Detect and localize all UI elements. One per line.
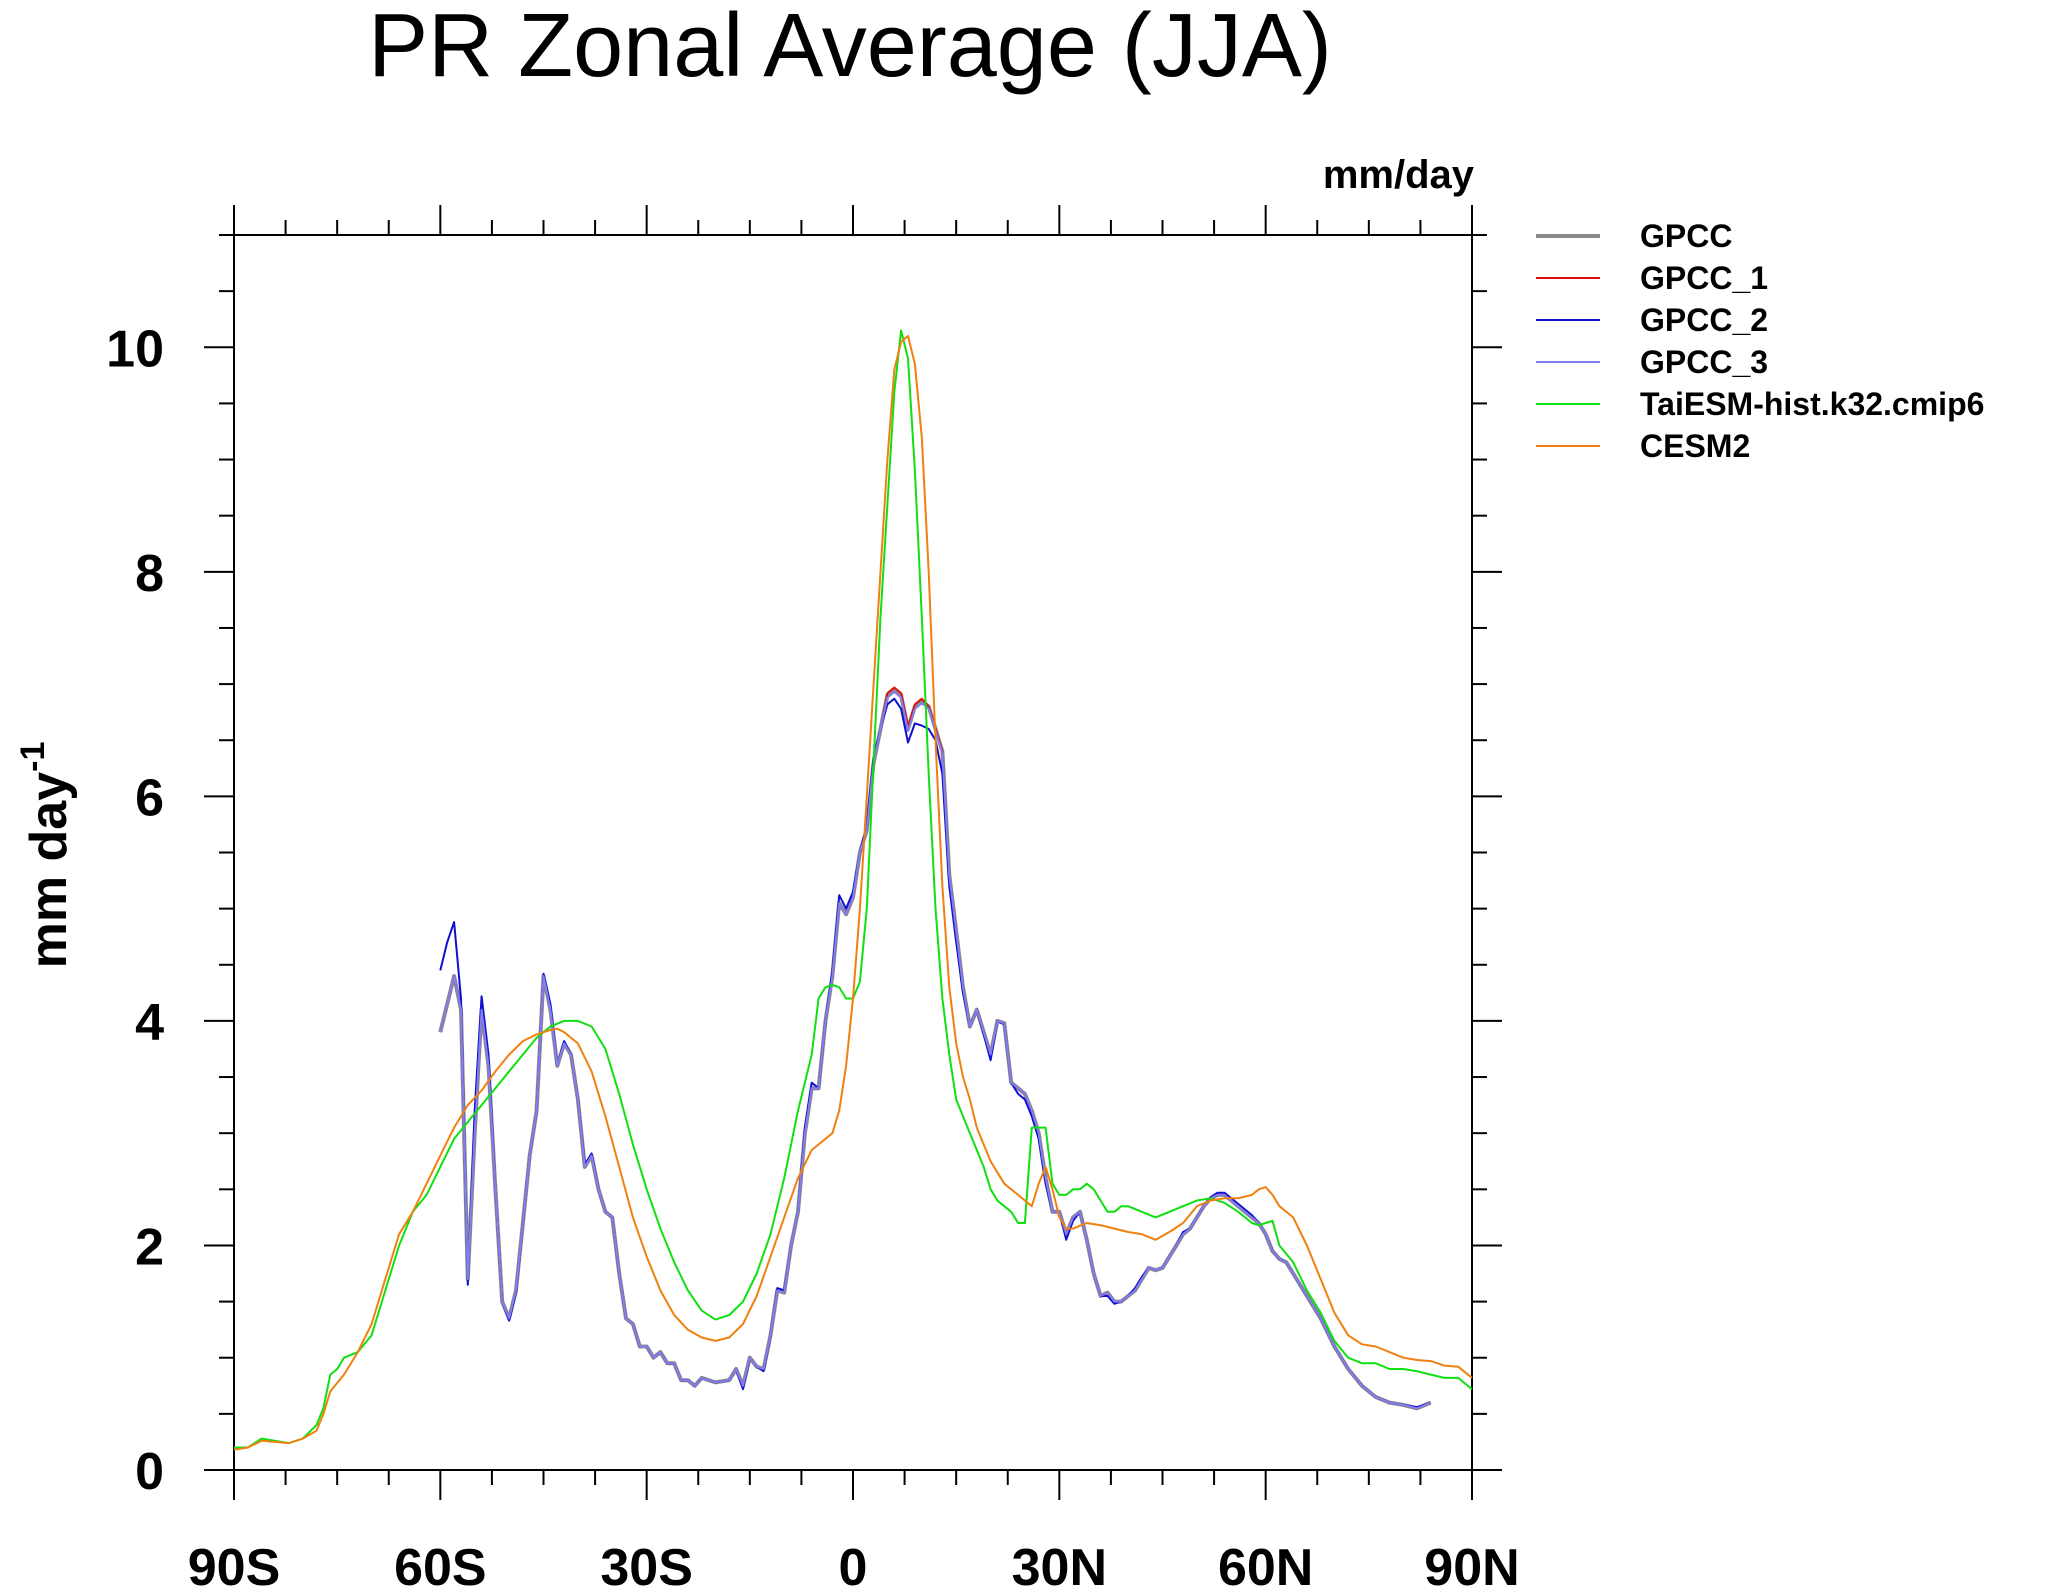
legend: GPCC GPCC_1 GPCC_2 GPCC_3 TaiESM-hist.k32.cm… xyxy=(1536,218,1984,464)
y-axis-label: mm day-1 xyxy=(14,742,78,969)
x-tick-label: 90N xyxy=(1424,1539,1519,1595)
series-line-CESM2 xyxy=(233,335,1473,1451)
plot-frame xyxy=(233,234,1473,1471)
x-tick-label: 0 xyxy=(839,1539,868,1595)
legend-label: GPCC_1 xyxy=(1640,260,1768,296)
legend-label: CESM2 xyxy=(1640,428,1750,464)
y-tick-label: 0 xyxy=(135,1443,164,1501)
x-tick-label: 60N xyxy=(1218,1539,1313,1595)
series-lines xyxy=(233,329,1473,1451)
legend-label: GPCC xyxy=(1640,218,1732,254)
y-tick-label: 8 xyxy=(135,545,164,603)
series-line-GPCC_2 xyxy=(439,697,1432,1409)
series-line-GPCC_1 xyxy=(439,686,1432,1410)
series-line-GPCC xyxy=(438,687,1432,1411)
y-tick-label: 4 xyxy=(135,994,164,1052)
legend-label: TaiESM-hist.k32.cmip6 xyxy=(1640,386,1984,422)
legend-label: GPCC_3 xyxy=(1640,344,1768,380)
x-tick-label: 30N xyxy=(1012,1539,1107,1595)
plot-area: 90S 60S 30S 0 30N 60N 90N 0 2 4 6 8 10 xyxy=(106,205,1520,1595)
series-line-GPCC_3 xyxy=(439,691,1432,1410)
y-tick-label: 10 xyxy=(106,320,164,378)
chart-title: PR Zonal Average (JJA) xyxy=(368,0,1332,96)
legend-label: GPCC_2 xyxy=(1640,302,1768,338)
units-label: mm/day xyxy=(1323,153,1475,197)
y-axis-label-text: mm day xyxy=(20,772,78,969)
x-tick-label: 60S xyxy=(394,1539,487,1595)
y-tick-label: 6 xyxy=(135,769,164,827)
x-tick-label: 90S xyxy=(188,1539,281,1595)
y-axis-label-superscript: -1 xyxy=(14,742,52,772)
x-tick-label: 30S xyxy=(600,1539,693,1595)
series-line-TaiESM-hist.k32.cmip6 xyxy=(234,329,1473,1449)
y-tick-label: 2 xyxy=(135,1218,164,1276)
